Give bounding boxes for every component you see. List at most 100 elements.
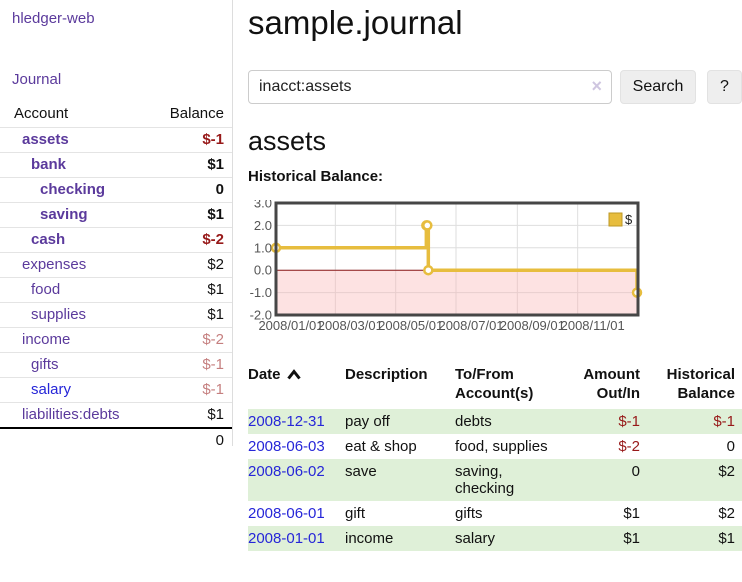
- transaction-accounts: salary: [455, 530, 496, 547]
- search-input[interactable]: [248, 70, 612, 104]
- transaction-row[interactable]: 2008-12-31 pay off debts $-1 $-1: [248, 409, 742, 434]
- chart-legend-label: $: [625, 212, 633, 227]
- account-link-salary[interactable]: salary: [31, 381, 72, 398]
- accounts-table: Account Balance assets $-1 bank $1 checking 0…: [0, 101, 232, 453]
- transaction-balance: 0: [726, 438, 735, 455]
- account-link-gifts[interactable]: gifts: [31, 356, 59, 373]
- transaction-date-link[interactable]: 2008-06-02: [248, 463, 325, 480]
- account-row: income $-2: [0, 327, 232, 353]
- account-row: liabilities:debts $1: [0, 402, 232, 429]
- search-button[interactable]: Search: [620, 70, 696, 104]
- transaction-amount: $-1: [618, 413, 640, 430]
- amount-column-header: Amount Out/In: [583, 366, 640, 402]
- account-balance: $-1: [202, 381, 224, 398]
- transaction-accounts: saving, checking: [455, 463, 515, 497]
- account-row: saving $1: [0, 202, 232, 228]
- account-link-cash[interactable]: cash: [31, 231, 66, 248]
- transaction-description: pay off: [345, 413, 390, 430]
- account-row: salary $-1: [0, 377, 232, 403]
- page-title: sample.journal: [248, 4, 463, 41]
- transaction-balance: $2: [718, 505, 735, 522]
- account-link-liabilities:debts[interactable]: liabilities:debts: [22, 406, 120, 423]
- transaction-date-link[interactable]: 2008-06-01: [248, 505, 325, 522]
- account-balance: $1: [207, 281, 224, 298]
- transaction-row[interactable]: 2008-06-01 gift gifts $1 $2: [248, 501, 742, 526]
- account-heading: assets: [248, 126, 327, 156]
- transaction-amount: $-2: [618, 438, 640, 455]
- account-balance: $1: [207, 306, 224, 323]
- transaction-description: gift: [345, 505, 366, 522]
- transaction-amount: 0: [631, 463, 640, 480]
- svg-text:2008/03/01: 2008/03/01: [318, 318, 383, 333]
- transaction-row[interactable]: 2008-06-03 eat & shop food, supplies $-2 0: [248, 434, 742, 459]
- account-link-food[interactable]: food: [31, 281, 61, 298]
- account-link-bank[interactable]: bank: [31, 156, 67, 173]
- total-spacer: [0, 428, 142, 453]
- account-link-assets[interactable]: assets: [22, 131, 69, 148]
- account-balance: $1: [207, 206, 224, 223]
- account-row: supplies $1: [0, 302, 232, 328]
- balance-column-header: Balance: [169, 105, 224, 122]
- search-input-wrap: ×: [248, 70, 612, 104]
- transaction-date-link[interactable]: 2008-12-31: [248, 413, 325, 430]
- svg-text:-1.0: -1.0: [250, 285, 272, 300]
- account-link-expenses[interactable]: expenses: [22, 256, 87, 273]
- sort-ascending-icon: [286, 366, 301, 385]
- svg-text:2008/09/01: 2008/09/01: [500, 318, 565, 333]
- search-bar: × Search ?: [248, 70, 742, 104]
- account-row: checking 0: [0, 177, 232, 203]
- account-column-header: Account: [14, 105, 69, 122]
- svg-text:2008/07/01: 2008/07/01: [438, 318, 503, 333]
- account-link-income[interactable]: income: [22, 331, 71, 348]
- transaction-row[interactable]: 2008-06-02 save saving, checking 0 $2: [248, 459, 742, 501]
- transaction-description: save: [345, 463, 377, 480]
- balance-column-header-register: Historical Balance: [666, 366, 735, 402]
- account-row: gifts $-1: [0, 352, 232, 378]
- account-link-supplies[interactable]: supplies: [31, 306, 87, 323]
- account-balance: $2: [207, 256, 224, 273]
- transaction-accounts: debts: [455, 413, 492, 430]
- account-row: bank $1: [0, 152, 232, 178]
- transaction-balance: $2: [718, 463, 735, 480]
- sidebar: hledger-web Journal Account Balance asse…: [0, 0, 233, 449]
- transaction-balance: $-1: [713, 413, 735, 430]
- account-link-checking[interactable]: checking: [40, 181, 106, 198]
- main-content: sample.journal × Search ? assets Histori…: [248, 0, 742, 582]
- register-header-row: Date Description To/From Account(s) Amou…: [248, 363, 742, 409]
- transaction-date-link[interactable]: 2008-06-03: [248, 438, 325, 455]
- sidebar-item-journal[interactable]: Journal: [12, 71, 62, 88]
- transaction-description: eat & shop: [345, 438, 417, 455]
- chart-title: Historical Balance:: [248, 168, 384, 185]
- svg-text:1.0: 1.0: [254, 240, 272, 255]
- accounts-table-header: Account Balance: [0, 101, 232, 128]
- account-balance: 0: [215, 181, 224, 198]
- description-column-header: Description: [345, 366, 428, 383]
- transaction-accounts: food, supplies: [455, 438, 548, 455]
- account-row: food $1: [0, 277, 232, 303]
- account-row: assets $-1: [0, 127, 232, 153]
- svg-text:2008/11/01: 2008/11/01: [561, 318, 625, 333]
- app-title-link[interactable]: hledger-web: [12, 10, 95, 27]
- account-balance: $-2: [202, 331, 224, 348]
- transaction-description: income: [345, 530, 394, 547]
- account-link-saving[interactable]: saving: [40, 206, 88, 223]
- help-button[interactable]: ?: [707, 70, 742, 104]
- svg-text:2008/05/01: 2008/05/01: [378, 318, 443, 333]
- date-header-label: Date: [248, 366, 281, 383]
- accounts-total-value: 0: [215, 432, 224, 449]
- transaction-row[interactable]: 2008-01-01 income salary $1 $1: [248, 526, 742, 551]
- account-row: cash $-2: [0, 227, 232, 253]
- account-balance: $-1: [202, 356, 224, 373]
- accounts-column-header: To/From Account(s): [455, 366, 534, 402]
- clear-search-icon[interactable]: ×: [591, 76, 602, 96]
- account-balance: $1: [207, 406, 224, 423]
- accounts-total-row: 0: [0, 428, 232, 453]
- transaction-amount: $1: [623, 530, 640, 547]
- account-balance: $-1: [202, 131, 224, 148]
- account-row: expenses $2: [0, 252, 232, 278]
- transaction-date-link[interactable]: 2008-01-01: [248, 530, 325, 547]
- svg-text:3.0: 3.0: [254, 200, 272, 211]
- account-balance: $-2: [202, 231, 224, 248]
- date-column-header[interactable]: Date: [248, 363, 345, 409]
